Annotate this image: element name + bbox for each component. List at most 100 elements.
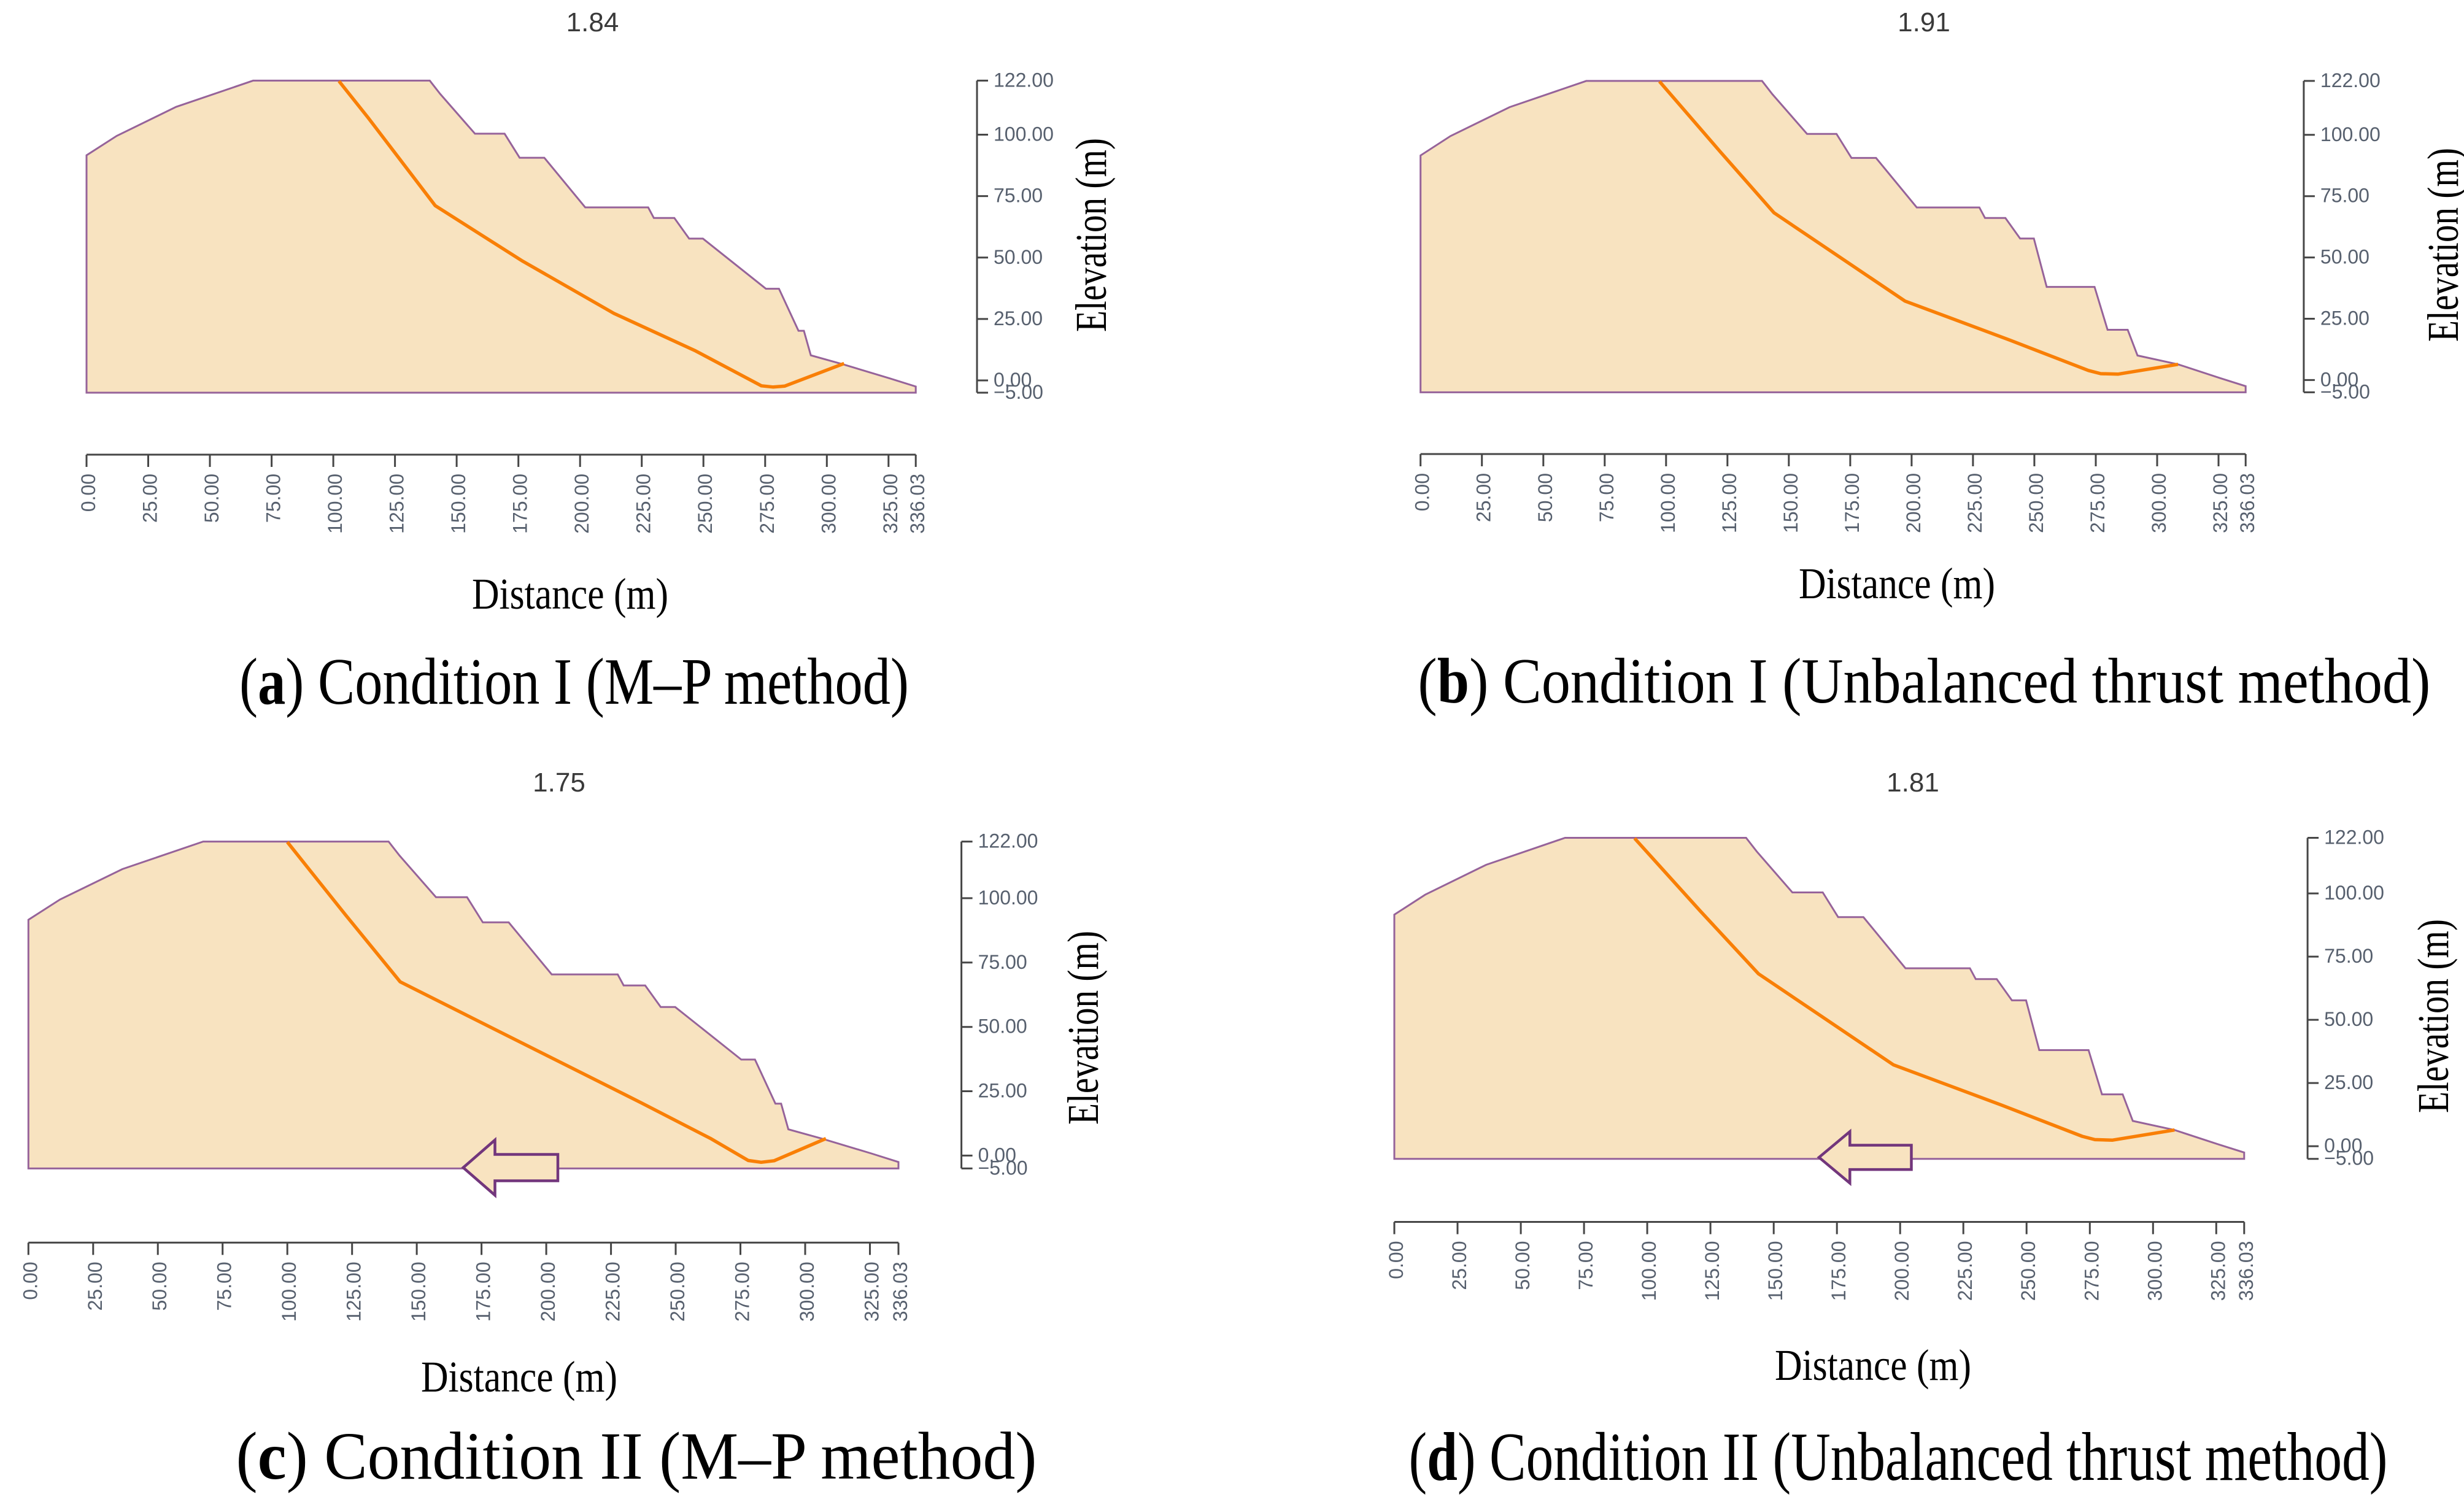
svg-text:(d) Condition II (Unbalanced t: (d) Condition II (Unbalanced thrust meth…	[1409, 1419, 2388, 1495]
svg-text:50.00: 50.00	[1534, 473, 1556, 522]
svg-text:175.00: 175.00	[1841, 473, 1863, 533]
svg-text:250.00: 250.00	[2025, 473, 2047, 533]
svg-text:1.81: 1.81	[1887, 768, 1939, 798]
svg-text:175.00: 175.00	[509, 474, 531, 534]
svg-text:1.75: 1.75	[533, 768, 585, 798]
svg-text:200.00: 200.00	[1891, 1241, 1913, 1301]
svg-text:Elevation (m): Elevation (m)	[2419, 148, 2464, 342]
svg-text:−5.00: −5.00	[2324, 1147, 2374, 1169]
svg-text:75.00: 75.00	[978, 951, 1027, 973]
svg-text:122.00: 122.00	[2324, 826, 2384, 849]
svg-text:50.00: 50.00	[1512, 1241, 1534, 1290]
svg-text:150.00: 150.00	[1764, 1241, 1786, 1301]
svg-text:275.00: 275.00	[2087, 473, 2109, 533]
svg-text:250.00: 250.00	[694, 474, 716, 534]
svg-text:75.00: 75.00	[263, 474, 285, 523]
svg-text:122.00: 122.00	[2320, 69, 2381, 91]
svg-text:275.00: 275.00	[2080, 1241, 2103, 1301]
svg-text:0.00: 0.00	[2320, 368, 2358, 390]
svg-text:336.03: 336.03	[2236, 473, 2258, 533]
svg-text:75.00: 75.00	[2320, 185, 2369, 207]
svg-text:125.00: 125.00	[343, 1261, 365, 1322]
svg-text:125.00: 125.00	[1718, 473, 1740, 533]
svg-text:Distance (m): Distance (m)	[421, 1352, 617, 1401]
svg-text:25.00: 25.00	[2320, 307, 2369, 329]
svg-text:250.00: 250.00	[666, 1261, 689, 1322]
svg-text:Distance (m): Distance (m)	[472, 569, 668, 618]
svg-text:100.00: 100.00	[1657, 473, 1679, 533]
svg-text:0.00: 0.00	[2324, 1134, 2362, 1157]
svg-text:0.00: 0.00	[1385, 1241, 1407, 1279]
svg-text:336.03: 336.03	[889, 1261, 911, 1322]
svg-text:122.00: 122.00	[994, 69, 1054, 91]
svg-text:275.00: 275.00	[756, 474, 778, 534]
svg-text:25.00: 25.00	[1473, 473, 1495, 522]
svg-text:225.00: 225.00	[1954, 1241, 1976, 1301]
svg-text:1.84: 1.84	[566, 7, 619, 37]
svg-text:50.00: 50.00	[2324, 1008, 2373, 1030]
svg-text:−5.00: −5.00	[978, 1157, 1028, 1179]
svg-text:25.00: 25.00	[139, 474, 161, 523]
svg-text:150.00: 150.00	[447, 474, 469, 534]
svg-text:25.00: 25.00	[994, 307, 1043, 329]
svg-text:150.00: 150.00	[407, 1261, 430, 1322]
svg-text:175.00: 175.00	[473, 1261, 495, 1322]
svg-text:50.00: 50.00	[2320, 246, 2369, 268]
svg-text:300.00: 300.00	[817, 474, 840, 534]
svg-text:200.00: 200.00	[537, 1261, 559, 1322]
svg-text:325.00: 325.00	[2209, 473, 2231, 533]
svg-text:25.00: 25.00	[2324, 1071, 2373, 1093]
svg-text:100.00: 100.00	[978, 887, 1038, 909]
svg-text:125.00: 125.00	[1701, 1241, 1723, 1301]
svg-text:0.00: 0.00	[994, 369, 1032, 391]
svg-text:(b) Condition I (Unbalanced th: (b) Condition I (Unbalanced thrust metho…	[1418, 645, 2430, 717]
svg-text:25.00: 25.00	[84, 1261, 106, 1311]
svg-text:75.00: 75.00	[2324, 945, 2373, 967]
svg-text:75.00: 75.00	[214, 1261, 236, 1311]
svg-text:Distance (m): Distance (m)	[1775, 1341, 1971, 1390]
svg-text:300.00: 300.00	[796, 1261, 818, 1322]
svg-text:50.00: 50.00	[201, 474, 223, 523]
svg-text:336.03: 336.03	[906, 474, 929, 534]
svg-text:1.91: 1.91	[1898, 7, 1950, 37]
svg-text:25.00: 25.00	[978, 1080, 1027, 1102]
svg-text:200.00: 200.00	[1902, 473, 1925, 533]
svg-text:150.00: 150.00	[1780, 473, 1802, 533]
svg-text:122.00: 122.00	[978, 830, 1038, 852]
svg-text:50.00: 50.00	[978, 1015, 1027, 1038]
svg-text:Elevation (m): Elevation (m)	[1059, 931, 1108, 1125]
svg-text:25.00: 25.00	[1448, 1241, 1470, 1290]
svg-text:100.00: 100.00	[2324, 882, 2384, 904]
svg-text:Distance (m): Distance (m)	[1799, 559, 1995, 608]
svg-text:−5.00: −5.00	[2320, 380, 2370, 402]
svg-text:100.00: 100.00	[2320, 123, 2381, 145]
svg-text:75.00: 75.00	[1596, 473, 1618, 522]
svg-text:336.03: 336.03	[2235, 1241, 2257, 1301]
svg-text:325.00: 325.00	[2207, 1241, 2229, 1301]
svg-text:0.00: 0.00	[77, 474, 99, 512]
svg-text:100.00: 100.00	[994, 123, 1054, 145]
svg-text:75.00: 75.00	[1575, 1241, 1597, 1290]
svg-text:Elevation (m): Elevation (m)	[2409, 919, 2458, 1113]
svg-text:175.00: 175.00	[1828, 1241, 1850, 1301]
svg-text:325.00: 325.00	[861, 1261, 883, 1322]
svg-text:300.00: 300.00	[2144, 1241, 2166, 1301]
svg-text:250.00: 250.00	[2017, 1241, 2039, 1301]
svg-text:50.00: 50.00	[994, 246, 1043, 268]
svg-text:225.00: 225.00	[602, 1261, 624, 1322]
svg-text:125.00: 125.00	[386, 474, 408, 534]
svg-text:75.00: 75.00	[994, 185, 1043, 207]
svg-text:325.00: 325.00	[879, 474, 902, 534]
svg-text:(c) Condition II (M–P method): (c) Condition II (M–P method)	[236, 1419, 1037, 1493]
svg-text:50.00: 50.00	[149, 1261, 171, 1311]
svg-text:−5.00: −5.00	[994, 381, 1043, 403]
svg-text:100.00: 100.00	[324, 474, 346, 534]
svg-text:225.00: 225.00	[633, 474, 655, 534]
svg-text:0.00: 0.00	[978, 1144, 1016, 1166]
svg-text:225.00: 225.00	[1964, 473, 1986, 533]
svg-text:0.00: 0.00	[19, 1261, 41, 1300]
svg-text:300.00: 300.00	[2148, 473, 2170, 533]
svg-text:275.00: 275.00	[732, 1261, 754, 1322]
svg-text:200.00: 200.00	[571, 474, 593, 534]
svg-text:Elevation (m): Elevation (m)	[1067, 138, 1116, 332]
